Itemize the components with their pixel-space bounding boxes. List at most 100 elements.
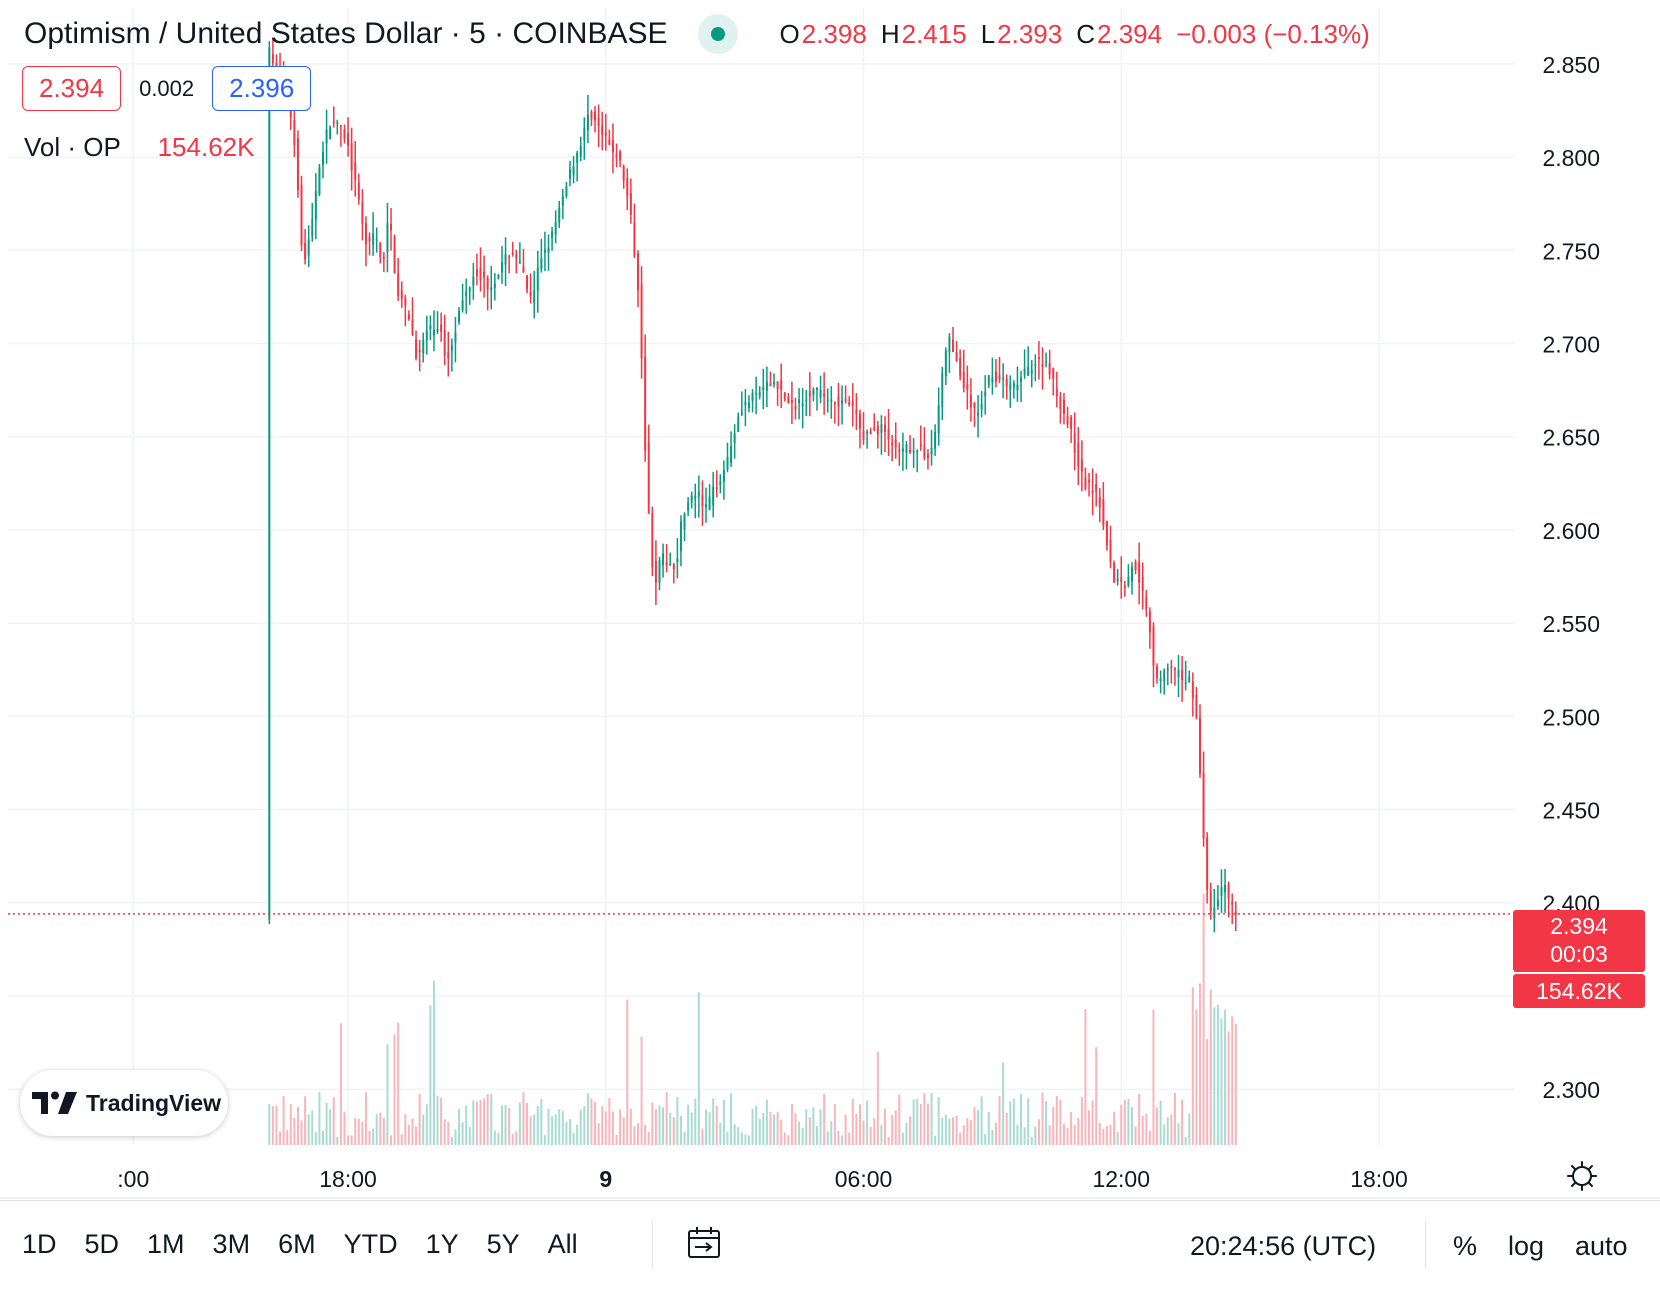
candle-body bbox=[293, 120, 296, 146]
volume-bar bbox=[586, 1093, 589, 1145]
candle-body bbox=[662, 553, 665, 566]
volume-bar bbox=[669, 1112, 672, 1145]
volume-bar bbox=[1016, 1124, 1019, 1145]
volume-bar bbox=[597, 1123, 600, 1145]
candle-body bbox=[425, 330, 428, 341]
volume-bar bbox=[479, 1099, 482, 1145]
candle-body bbox=[307, 239, 310, 256]
volume-bar bbox=[783, 1132, 786, 1145]
candle-body bbox=[858, 413, 861, 429]
range-1d[interactable]: 1D bbox=[22, 1229, 57, 1259]
candle-body bbox=[830, 399, 833, 402]
volume-bar bbox=[554, 1114, 557, 1145]
percent-toggle[interactable]: % bbox=[1453, 1231, 1478, 1261]
date-range-icon[interactable] bbox=[686, 1225, 722, 1261]
volume-bar bbox=[1145, 1113, 1148, 1145]
volume-bar bbox=[601, 1106, 604, 1145]
candle-body bbox=[697, 491, 700, 497]
tradingview-logo[interactable]: TradingView bbox=[20, 1070, 228, 1136]
volume-bar bbox=[747, 1135, 750, 1145]
market-status-icon[interactable] bbox=[697, 14, 738, 54]
volume-bar bbox=[765, 1099, 768, 1145]
buy-button[interactable]: 2.396 bbox=[212, 66, 312, 111]
volume-bar bbox=[1070, 1111, 1073, 1145]
range-6m[interactable]: 6M bbox=[278, 1229, 316, 1259]
candle-body bbox=[765, 381, 768, 391]
candle-body bbox=[357, 182, 360, 200]
log-toggle[interactable]: log bbox=[1508, 1231, 1545, 1261]
candle-body bbox=[1224, 884, 1227, 893]
volume-bar bbox=[1191, 987, 1194, 1145]
volume-bar bbox=[1012, 1098, 1015, 1145]
volume-bar bbox=[808, 1117, 811, 1145]
bar-countdown: 00:03 bbox=[1550, 941, 1608, 967]
candle-body bbox=[1156, 666, 1159, 679]
volume-bar bbox=[379, 1112, 382, 1145]
volume-bar bbox=[1156, 1107, 1159, 1145]
time-axis-label: 12:00 bbox=[1092, 1166, 1150, 1192]
utc-clock[interactable]: 20:24:56 (UTC) bbox=[1190, 1231, 1377, 1261]
volume-label[interactable]: Vol · OP bbox=[24, 132, 121, 162]
range-ytd[interactable]: YTD bbox=[343, 1229, 398, 1259]
candle-body bbox=[475, 269, 478, 277]
volume-value: 154.62K bbox=[157, 132, 255, 162]
candle-body bbox=[508, 256, 511, 258]
range-5y[interactable]: 5Y bbox=[486, 1229, 520, 1259]
volume-bar bbox=[1216, 1004, 1219, 1145]
symbol-title[interactable]: Optimism / United States Dollar · 5 · CO… bbox=[24, 17, 668, 50]
volume-bar bbox=[980, 1096, 983, 1145]
candle-body bbox=[923, 446, 926, 457]
volume-bar bbox=[390, 1135, 393, 1145]
volume-bar bbox=[268, 1104, 271, 1145]
volume-bar bbox=[1170, 1114, 1173, 1145]
volume-bar bbox=[304, 1096, 307, 1145]
volume-bar bbox=[1030, 1136, 1033, 1145]
volume-bar bbox=[568, 1119, 571, 1145]
range-all[interactable]: All bbox=[547, 1229, 578, 1259]
candle-body bbox=[1062, 399, 1065, 414]
volume-bar bbox=[393, 1034, 396, 1145]
range-1m[interactable]: 1M bbox=[147, 1229, 185, 1259]
candle-body bbox=[883, 424, 886, 432]
volume-bar bbox=[640, 1036, 643, 1145]
candle-body bbox=[504, 254, 507, 265]
range-5d[interactable]: 5D bbox=[84, 1229, 120, 1259]
volume-bar bbox=[848, 1132, 851, 1145]
candle-body bbox=[526, 275, 529, 290]
volume-bar bbox=[1102, 1128, 1105, 1145]
range-1y[interactable]: 1Y bbox=[425, 1229, 459, 1259]
volume-bar bbox=[1059, 1100, 1062, 1145]
volume-bar bbox=[1159, 1100, 1162, 1145]
volume-bar bbox=[654, 1109, 657, 1145]
volume-bar bbox=[511, 1134, 514, 1145]
candle-body bbox=[855, 409, 858, 414]
logo-text: TradingView bbox=[86, 1089, 222, 1116]
chart-settings-icon[interactable] bbox=[1566, 1160, 1598, 1192]
volume-bar bbox=[737, 1127, 740, 1145]
candle-body bbox=[672, 564, 675, 570]
volume-bar bbox=[454, 1129, 457, 1145]
volume-bar bbox=[1077, 1118, 1080, 1145]
auto-toggle[interactable]: auto bbox=[1575, 1231, 1628, 1261]
candle-body bbox=[948, 336, 951, 353]
candle-body bbox=[311, 218, 314, 237]
volume-bar bbox=[744, 1134, 747, 1145]
candle-body bbox=[812, 389, 815, 395]
candle-body bbox=[1030, 369, 1033, 375]
volume-bar bbox=[1055, 1095, 1058, 1145]
volume-bar bbox=[830, 1121, 833, 1145]
candle-body bbox=[977, 413, 980, 416]
time-axis-label: 18:00 bbox=[319, 1166, 377, 1192]
volume-bar bbox=[504, 1104, 507, 1145]
sell-button[interactable]: 2.394 bbox=[22, 66, 122, 111]
volume-bar bbox=[1052, 1107, 1055, 1145]
volume-bar bbox=[450, 1136, 453, 1145]
candle-body bbox=[637, 253, 640, 291]
volume-bar bbox=[583, 1106, 586, 1145]
volume-bar bbox=[1227, 1031, 1230, 1145]
candle-body bbox=[776, 381, 779, 389]
candle-body bbox=[1023, 368, 1026, 375]
range-3m[interactable]: 3M bbox=[212, 1229, 251, 1259]
volume-bar bbox=[987, 1111, 990, 1145]
price-chart[interactable]: 2.3002.3502.4002.4502.5002.5502.6002.650… bbox=[0, 0, 1660, 1200]
